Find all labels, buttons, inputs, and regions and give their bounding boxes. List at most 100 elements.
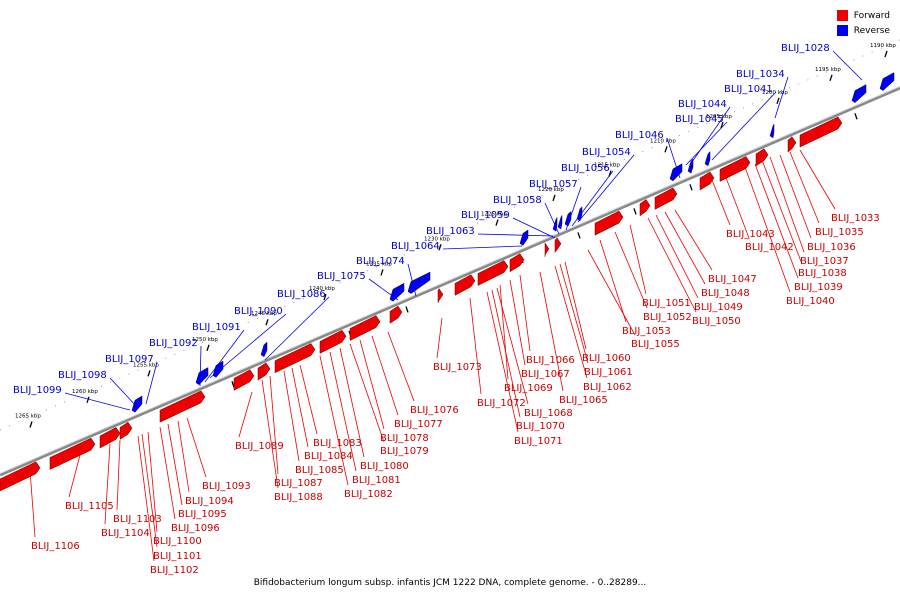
forward-gene-block[interactable] bbox=[654, 187, 678, 210]
forward-gene-label[interactable]: BLIJ_1039 bbox=[794, 282, 843, 293]
forward-gene-block[interactable] bbox=[454, 274, 476, 296]
forward-gene-label[interactable]: BLIJ_1048 bbox=[701, 288, 750, 299]
reverse-gene-label[interactable]: BLIJ_1058 bbox=[493, 195, 542, 206]
forward-gene-label[interactable]: BLIJ_1067 bbox=[521, 369, 570, 380]
forward-gene-label[interactable]: BLIJ_1078 bbox=[380, 433, 429, 444]
forward-gene-label[interactable]: BLIJ_1050 bbox=[692, 316, 741, 327]
reverse-gene-label[interactable]: BLIJ_1064 bbox=[391, 241, 440, 252]
forward-gene-label[interactable]: BLIJ_1065 bbox=[559, 395, 608, 406]
forward-gene-label[interactable]: BLIJ_1066 bbox=[526, 355, 575, 366]
reverse-gene-label[interactable]: BLIJ_1059 bbox=[461, 210, 510, 221]
forward-gene-block[interactable] bbox=[257, 362, 271, 381]
forward-gene-block[interactable] bbox=[233, 369, 255, 391]
forward-gene-label[interactable]: BLIJ_1105 bbox=[65, 501, 114, 512]
reverse-gene-block[interactable] bbox=[879, 72, 895, 91]
forward-gene-label[interactable]: BLIJ_1040 bbox=[786, 296, 835, 307]
reverse-gene-block[interactable] bbox=[407, 271, 431, 294]
forward-gene-label[interactable]: BLIJ_1077 bbox=[394, 419, 443, 430]
reverse-gene-label[interactable]: BLIJ_1045 bbox=[675, 114, 724, 125]
forward-gene-block[interactable] bbox=[544, 242, 550, 257]
forward-gene-label[interactable]: BLIJ_1095 bbox=[178, 509, 227, 520]
forward-gene-label[interactable]: BLIJ_1073 bbox=[433, 362, 482, 373]
forward-gene-label[interactable]: BLIJ_1106 bbox=[31, 541, 80, 552]
forward-gene-block[interactable] bbox=[437, 288, 444, 303]
forward-gene-label[interactable]: BLIJ_1076 bbox=[410, 405, 459, 416]
forward-gene-block[interactable] bbox=[389, 305, 403, 324]
forward-gene-block[interactable] bbox=[274, 343, 316, 374]
reverse-gene-label[interactable]: BLIJ_1092 bbox=[149, 338, 198, 349]
reverse-gene-block[interactable] bbox=[260, 341, 268, 358]
reverse-gene-block[interactable] bbox=[389, 282, 405, 302]
forward-gene-label[interactable]: BLIJ_1094 bbox=[185, 496, 234, 507]
forward-gene-block[interactable] bbox=[159, 390, 206, 423]
reverse-gene-label[interactable]: BLIJ_1099 bbox=[13, 385, 62, 396]
reverse-gene-label[interactable]: BLIJ_1098 bbox=[58, 370, 107, 381]
forward-gene-label[interactable]: BLIJ_1047 bbox=[708, 274, 757, 285]
reverse-gene-label[interactable]: BLIJ_1057 bbox=[529, 179, 578, 190]
reverse-gene-block[interactable] bbox=[131, 395, 143, 413]
forward-gene-label[interactable]: BLIJ_1053 bbox=[622, 326, 671, 337]
reverse-gene-block[interactable] bbox=[769, 123, 775, 139]
forward-gene-block[interactable] bbox=[99, 427, 121, 449]
forward-gene-label[interactable]: BLIJ_1087 bbox=[274, 478, 323, 489]
forward-gene-block[interactable] bbox=[509, 253, 525, 273]
forward-gene-block[interactable] bbox=[755, 148, 769, 167]
forward-gene-label[interactable]: BLIJ_1083 bbox=[313, 438, 362, 449]
reverse-gene-label[interactable]: BLIJ_1054 bbox=[582, 147, 631, 158]
forward-gene-block[interactable] bbox=[0, 461, 41, 492]
forward-gene-label[interactable]: BLIJ_1081 bbox=[352, 475, 401, 486]
forward-gene-label[interactable]: BLIJ_1061 bbox=[584, 367, 633, 378]
reverse-gene-label[interactable]: BLIJ_1074 bbox=[356, 256, 405, 267]
forward-gene-label[interactable]: BLIJ_1062 bbox=[583, 382, 632, 393]
forward-gene-label[interactable]: BLIJ_1101 bbox=[153, 551, 202, 562]
forward-gene-label[interactable]: BLIJ_1068 bbox=[524, 408, 573, 419]
reverse-gene-label[interactable]: BLIJ_1097 bbox=[105, 354, 154, 365]
forward-gene-label[interactable]: BLIJ_1072 bbox=[477, 398, 526, 409]
forward-gene-block[interactable] bbox=[594, 210, 624, 236]
forward-gene-label[interactable]: BLIJ_1100 bbox=[153, 536, 202, 547]
reverse-gene-label[interactable]: BLIJ_1063 bbox=[426, 226, 475, 237]
forward-gene-label[interactable]: BLIJ_1035 bbox=[815, 227, 864, 238]
forward-gene-label[interactable]: BLIJ_1088 bbox=[274, 492, 323, 503]
reverse-gene-block[interactable] bbox=[557, 214, 563, 230]
forward-gene-label[interactable]: BLIJ_1055 bbox=[631, 339, 680, 350]
forward-gene-block[interactable] bbox=[319, 329, 347, 354]
forward-gene-label[interactable]: BLIJ_1070 bbox=[516, 421, 565, 432]
forward-gene-label[interactable]: BLIJ_1102 bbox=[150, 565, 199, 576]
forward-gene-block[interactable] bbox=[787, 136, 797, 153]
forward-gene-block[interactable] bbox=[799, 116, 843, 148]
reverse-gene-label[interactable]: BLIJ_1091 bbox=[192, 322, 241, 333]
forward-gene-label[interactable]: BLIJ_1042 bbox=[745, 242, 794, 253]
forward-gene-label[interactable]: BLIJ_1096 bbox=[171, 523, 220, 534]
reverse-gene-label[interactable]: BLIJ_1075 bbox=[317, 271, 366, 282]
reverse-gene-block[interactable] bbox=[704, 151, 711, 167]
forward-gene-label[interactable]: BLIJ_1080 bbox=[360, 461, 409, 472]
forward-gene-label[interactable]: BLIJ_1036 bbox=[807, 242, 856, 253]
forward-gene-block[interactable] bbox=[349, 315, 381, 341]
reverse-gene-label[interactable]: BLIJ_1028 bbox=[781, 43, 830, 54]
forward-gene-label[interactable]: BLIJ_1052 bbox=[643, 312, 692, 323]
reverse-gene-label[interactable]: BLIJ_1034 bbox=[736, 69, 785, 80]
reverse-gene-block[interactable] bbox=[195, 367, 209, 386]
reverse-gene-label[interactable]: BLIJ_1044 bbox=[678, 99, 727, 110]
reverse-gene-block[interactable] bbox=[687, 158, 694, 174]
forward-gene-label[interactable]: BLIJ_1089 bbox=[235, 441, 284, 452]
forward-gene-label[interactable]: BLIJ_1082 bbox=[344, 489, 393, 500]
forward-gene-label[interactable]: BLIJ_1038 bbox=[798, 268, 847, 279]
forward-gene-block[interactable] bbox=[49, 437, 96, 470]
forward-gene-label[interactable]: BLIJ_1051 bbox=[642, 298, 691, 309]
forward-gene-block[interactable] bbox=[119, 421, 133, 440]
forward-gene-label[interactable]: BLIJ_1085 bbox=[295, 465, 344, 476]
reverse-gene-label[interactable]: BLIJ_1056 bbox=[561, 163, 610, 174]
forward-gene-label[interactable]: BLIJ_1071 bbox=[514, 436, 563, 447]
forward-gene-label[interactable]: BLIJ_1093 bbox=[202, 481, 251, 492]
forward-gene-block[interactable] bbox=[639, 199, 651, 217]
forward-gene-label[interactable]: BLIJ_1103 bbox=[113, 514, 162, 525]
forward-gene-label[interactable]: BLIJ_1043 bbox=[726, 229, 775, 240]
reverse-gene-block[interactable] bbox=[669, 163, 683, 182]
reverse-gene-label[interactable]: BLIJ_1086 bbox=[277, 289, 326, 300]
reverse-gene-label[interactable]: BLIJ_1041 bbox=[724, 84, 773, 95]
forward-gene-label[interactable]: BLIJ_1069 bbox=[504, 383, 553, 394]
forward-gene-label[interactable]: BLIJ_1060 bbox=[582, 353, 631, 364]
